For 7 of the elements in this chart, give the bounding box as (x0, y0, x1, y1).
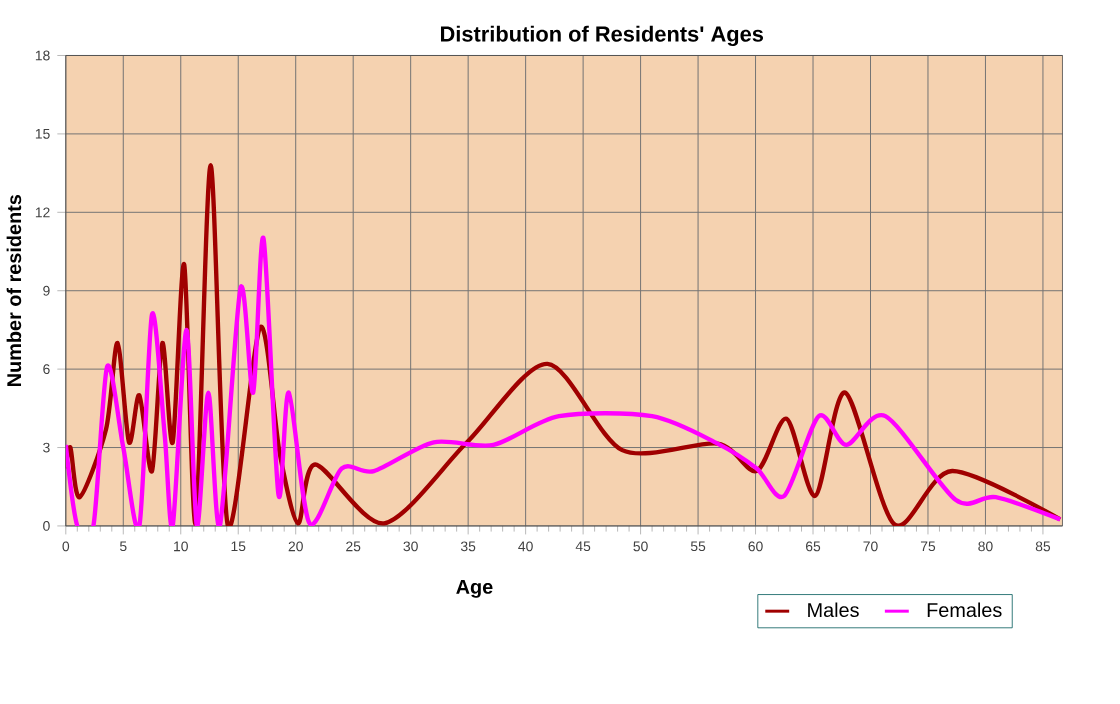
y-axis-title: Number of residents (6, 195, 22, 387)
line-series (65, 163, 1063, 527)
legend-label: Females (927, 602, 1002, 618)
x-axis-title: Age (456, 580, 493, 599)
line-series (65, 236, 1063, 527)
legend-label: Males (808, 602, 859, 618)
chart-title: Distribution of Residents' Ages (440, 25, 764, 47)
